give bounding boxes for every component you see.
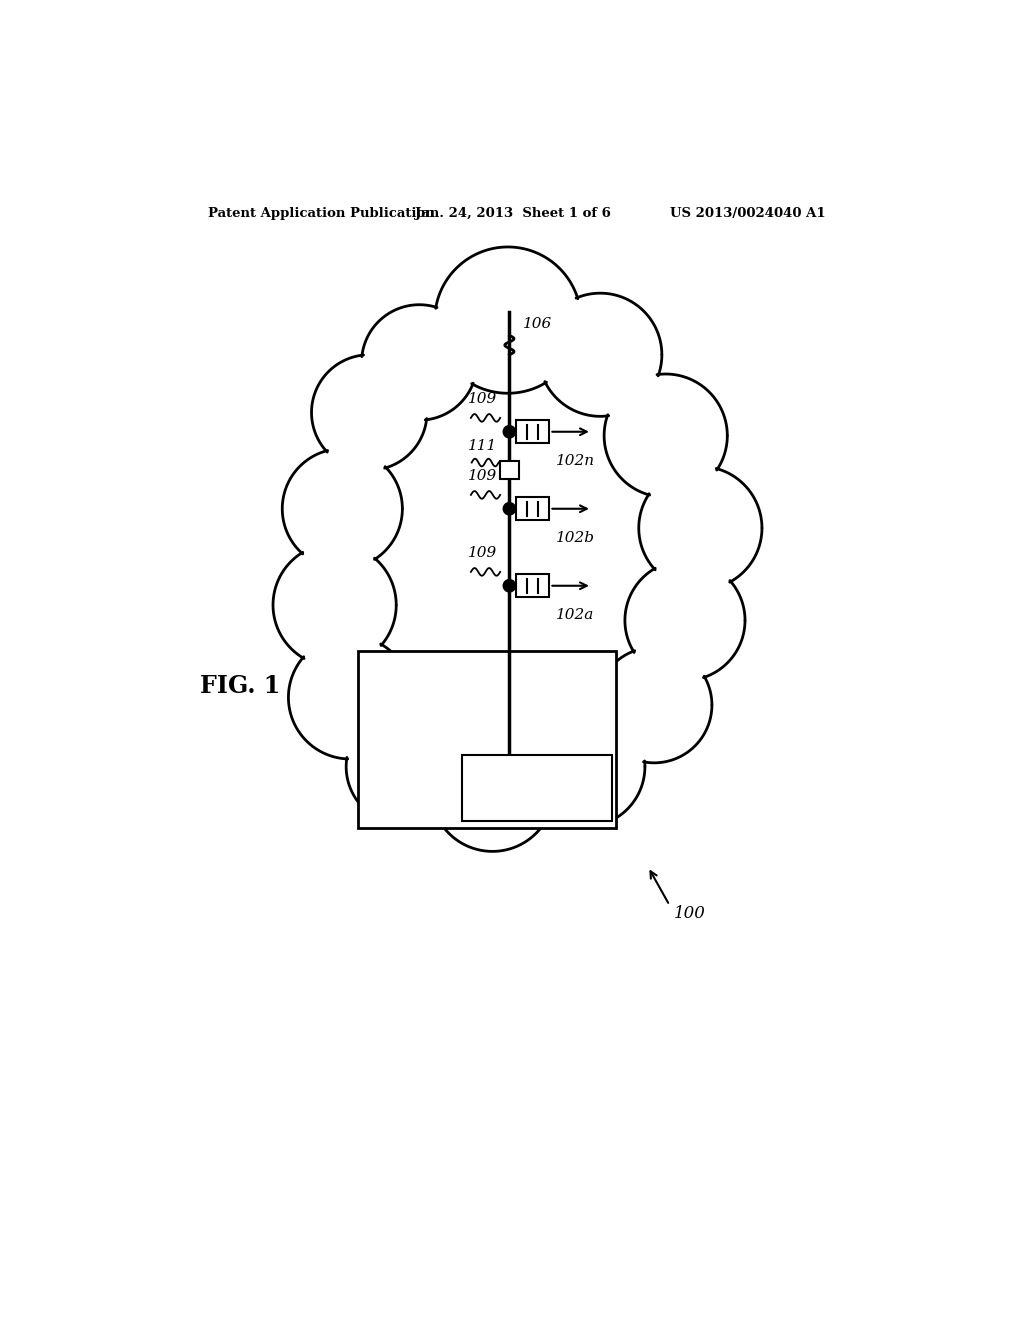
Text: Jan. 24, 2013  Sheet 1 of 6: Jan. 24, 2013 Sheet 1 of 6 bbox=[416, 207, 611, 220]
Bar bbox=[515, 498, 550, 520]
Bar bbox=[515, 420, 550, 444]
Text: 109: 109 bbox=[468, 546, 497, 561]
Bar bbox=[515, 574, 550, 598]
Bar bbox=[357, 651, 615, 829]
Text: 109: 109 bbox=[468, 392, 497, 407]
Text: 102n: 102n bbox=[556, 454, 595, 469]
Text: 100: 100 bbox=[674, 904, 707, 921]
Text: Substation: Substation bbox=[366, 690, 449, 705]
Circle shape bbox=[503, 503, 515, 515]
Text: Patent Application Publication: Patent Application Publication bbox=[208, 207, 434, 220]
Text: 109: 109 bbox=[468, 470, 497, 483]
Text: FIG. 1: FIG. 1 bbox=[200, 673, 280, 698]
Text: Distribution: Distribution bbox=[366, 671, 459, 685]
Bar bbox=[500, 461, 518, 479]
Text: 102b: 102b bbox=[556, 531, 595, 545]
Circle shape bbox=[503, 425, 515, 438]
Text: US 2013/0024040 A1: US 2013/0024040 A1 bbox=[670, 207, 825, 220]
Text: 104: 104 bbox=[366, 710, 394, 725]
Text: 111: 111 bbox=[468, 438, 497, 453]
Text: Controller: Controller bbox=[498, 767, 577, 781]
Bar bbox=[462, 755, 611, 821]
Text: 102a: 102a bbox=[556, 609, 594, 622]
Circle shape bbox=[503, 579, 515, 591]
Text: 108: 108 bbox=[522, 787, 551, 801]
Text: 106: 106 bbox=[523, 317, 553, 331]
